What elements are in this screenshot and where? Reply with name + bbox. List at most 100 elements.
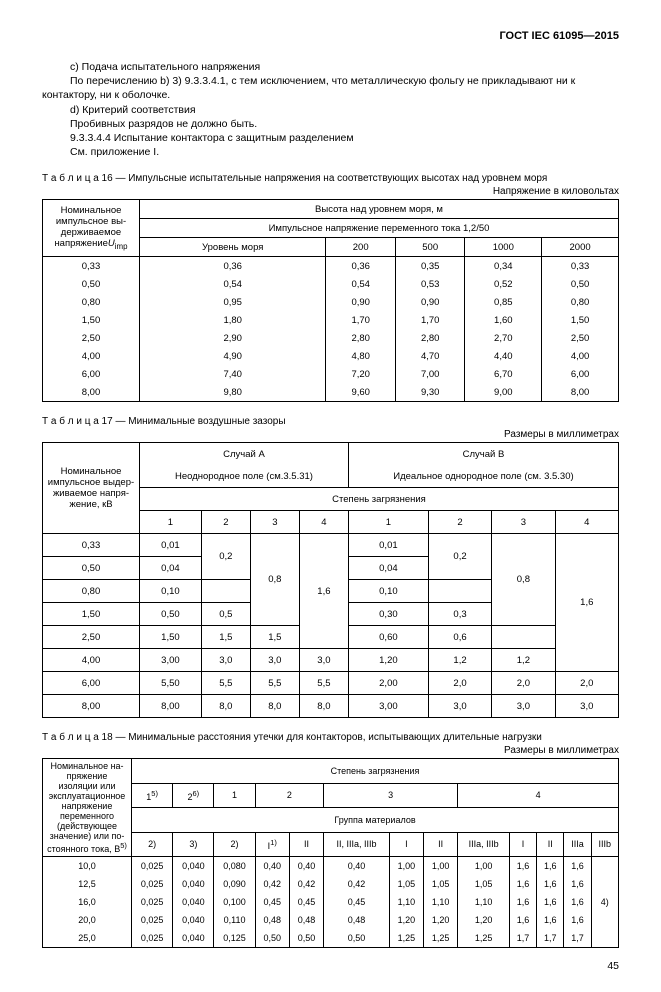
t17-cell: 1,5 [201, 626, 250, 649]
t18-cell: 0,025 [132, 857, 173, 876]
t18-cell: 0,040 [173, 929, 214, 948]
table-16: Номинальное импульсное вы­держиваемое на… [42, 199, 619, 402]
t18-cell: 0,025 [132, 929, 173, 948]
t17-col-header: 4 [555, 511, 618, 534]
t16-cell: 0,52 [465, 275, 542, 293]
t18-cell: 1,05 [424, 875, 458, 893]
t17-cell: 3,0 [555, 695, 618, 718]
t17-cell: 8,0 [201, 695, 250, 718]
t17-cell: 1,6 [555, 534, 618, 672]
t18-mat-col: IIIa, IIIb [458, 832, 510, 857]
t17-cell: 3,0 [299, 649, 348, 672]
t18-cell: 1,6 [564, 857, 591, 876]
t18-cell: 1,6 [509, 893, 536, 911]
t18-cell: 1,6 [509, 875, 536, 893]
t18-cell: 1,6 [509, 857, 536, 876]
t18-cell: 1,7 [509, 929, 536, 948]
t17-head-left: Номинальное импульсное выдер­живаемое на… [43, 443, 140, 534]
t17-cell: 1,5 [250, 626, 299, 649]
t16-cell: 7,20 [326, 365, 396, 383]
t17-cell: 0,8 [492, 534, 555, 626]
t18-cell: 1,10 [389, 893, 423, 911]
t17-row-u: 6,00 [43, 672, 140, 695]
t18-row-u: 16,0 [43, 893, 132, 911]
t16-caption-label: Т а б л и ц а 16 [42, 173, 113, 184]
t18-mat-col: II, IIIa, IIIb [324, 832, 390, 857]
t17-cell: 2,0 [555, 672, 618, 695]
t17-cell: 0,3 [428, 603, 491, 626]
t16-head-left-sym: U [108, 238, 115, 249]
t16-cell: 9,30 [395, 383, 465, 402]
t17-cell: 5,5 [201, 672, 250, 695]
t16-cell: 2,50 [542, 329, 619, 347]
t17-cell: 2,0 [428, 672, 491, 695]
t16-cell: 0,54 [326, 275, 396, 293]
t17-row-u: 0,80 [43, 580, 140, 603]
t17-cell: 8,0 [250, 695, 299, 718]
t18-cell: 0,45 [255, 893, 289, 911]
t18-cell: 0,45 [289, 893, 323, 911]
t16-row-u: 1,50 [43, 311, 140, 329]
t17-caption-label: Т а б л и ц а 17 [42, 416, 113, 427]
t18-cell: 1,6 [509, 911, 536, 929]
t18-mat-col: I [389, 832, 423, 857]
t18-cell: 1,10 [458, 893, 510, 911]
t18-cell: 1,05 [389, 875, 423, 893]
t17-cell: 3,0 [250, 649, 299, 672]
t18-mat-col: IIIb [591, 832, 618, 857]
t16-col-header: Уровень моря [140, 238, 326, 257]
t16-row-u: 4,00 [43, 347, 140, 365]
t17-caption-text: — Минимальные воздушные зазоры [113, 416, 286, 427]
t18-cell: 0,50 [289, 929, 323, 948]
t18-cell: 0,040 [173, 875, 214, 893]
t18-mat-col: 2) [214, 832, 255, 857]
t17-caseA-sub: Неоднородное поле (см.3.5.31) [140, 465, 349, 488]
t16-cell: 8,00 [542, 383, 619, 402]
t18-cell: 1,10 [424, 893, 458, 911]
t18-unit: Размеры в миллиметрах [42, 745, 619, 756]
t17-col-header: 1 [348, 511, 428, 534]
t18-cell: 1,05 [458, 875, 510, 893]
t18-cell: 0,025 [132, 893, 173, 911]
t18-cell: 0,110 [214, 911, 255, 929]
t18-cell: 1,6 [537, 911, 564, 929]
t18-cell: 1,6 [537, 857, 564, 876]
t18-cell: 0,48 [255, 911, 289, 929]
t18-top-col: 1 [214, 783, 255, 808]
t17-col-header: 3 [492, 511, 555, 534]
t17-caption: Т а б л и ц а 17 — Минимальные воздушные… [42, 416, 619, 427]
t18-head-left: Номинальное на­пряжение изоляции или экс… [43, 759, 132, 857]
t16-cell: 4,80 [326, 347, 396, 365]
t18-cell: 0,48 [289, 911, 323, 929]
t16-caption-text: — Импульсные испытательные напряжения на… [113, 173, 548, 184]
t16-cell: 1,60 [465, 311, 542, 329]
t17-cell: 0,50 [140, 603, 202, 626]
t17-unit: Размеры в миллиметрах [42, 429, 619, 440]
t16-head-left-sub: imp [115, 242, 128, 251]
t17-cell [492, 626, 555, 649]
t16-cell: 4,00 [542, 347, 619, 365]
para-d2: Пробивных разрядов не должно быть. [42, 117, 619, 131]
t18-cell: 0,100 [214, 893, 255, 911]
t16-cell: 9,80 [140, 383, 326, 402]
t18-cell: 1,7 [564, 929, 591, 948]
t17-cell: 0,01 [348, 534, 428, 557]
t17-cell: 0,2 [428, 534, 491, 580]
t17-col-header: 1 [140, 511, 202, 534]
t17-cell: 5,5 [299, 672, 348, 695]
t17-caseB-sub: Идеальное однородное поле (см. 3.5.30) [348, 465, 618, 488]
t17-caseB: Случай В [348, 443, 618, 466]
t16-cell: 2,80 [326, 329, 396, 347]
t17-row-u: 2,50 [43, 626, 140, 649]
t18-head-left-sup: 5) [120, 841, 127, 850]
t17-cell: 0,6 [428, 626, 491, 649]
t16-cell: 2,90 [140, 329, 326, 347]
t18-cell: 1,25 [424, 929, 458, 948]
t17-cell: 0,5 [201, 603, 250, 626]
t16-cell: 9,60 [326, 383, 396, 402]
t17-cell: 1,20 [348, 649, 428, 672]
table-18: Номинальное на­пряжение изоляции или экс… [42, 758, 619, 948]
t16-cell: 1,50 [542, 311, 619, 329]
t18-cell: 1,7 [537, 929, 564, 948]
t18-cell: 1,00 [424, 857, 458, 876]
